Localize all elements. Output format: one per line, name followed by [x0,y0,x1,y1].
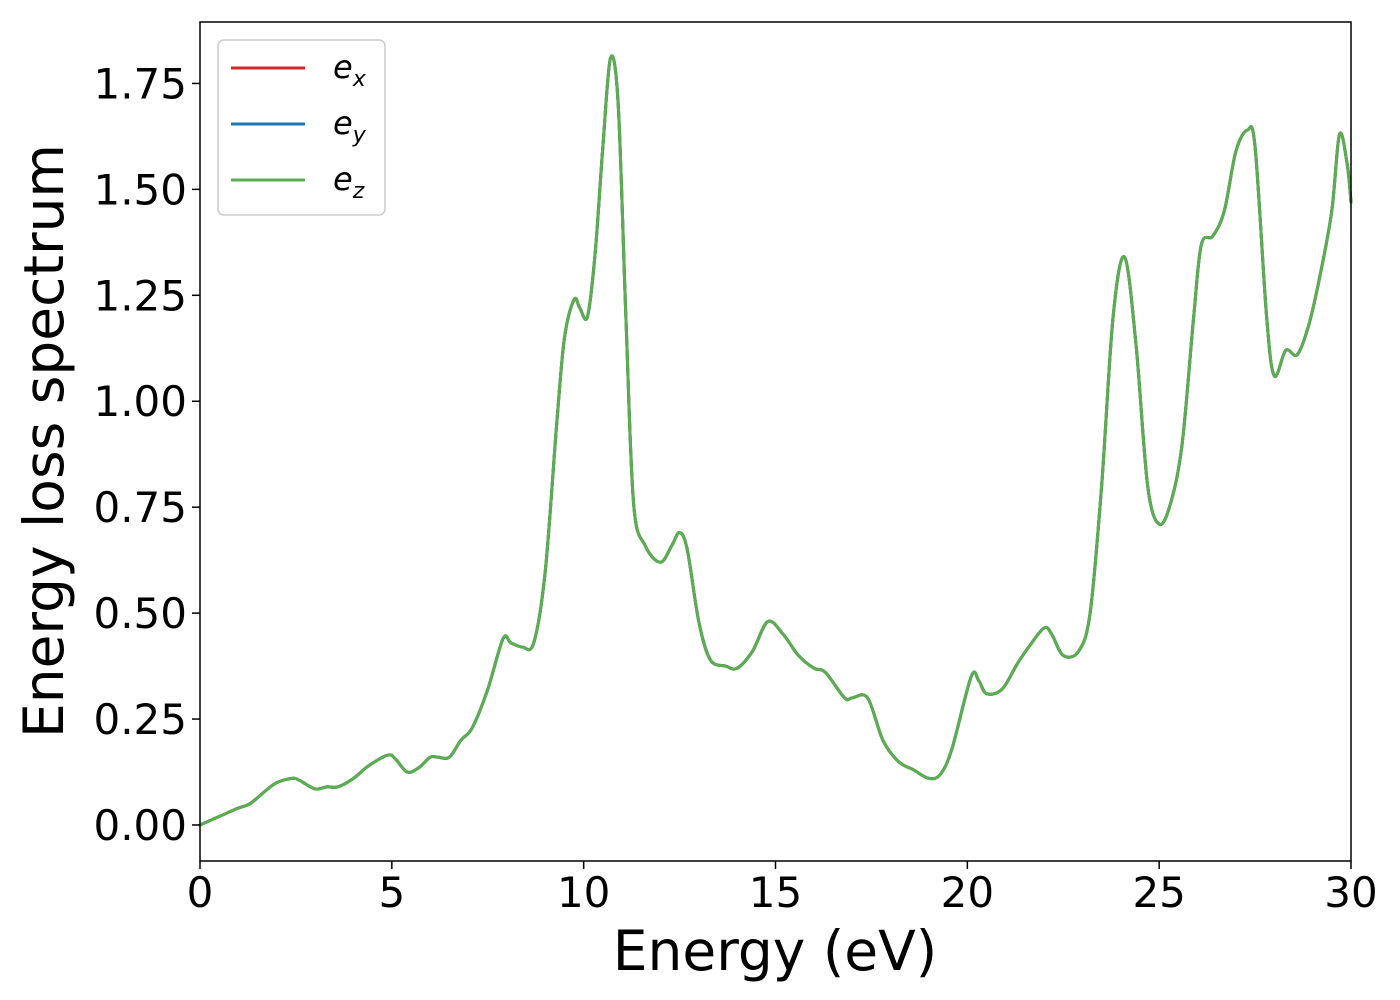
axes-layer: 0 5 10 15 20 25 30 0.00 0.25 0.50 0.75 1.00 1.25 1.50… [93,21,1378,917]
y-tick-label: 1.50 [93,165,187,214]
y-tick-label: 0.50 [93,589,187,638]
x-axis-title: Energy (eV) [613,919,937,983]
y-axis-title: Energy loss spectrum [12,144,76,738]
legend-label-e-x: ex [333,48,367,92]
series-layer [198,54,1353,827]
legend-box [217,39,386,216]
x-tick-label: 0 [187,868,214,917]
x-tick-label: 15 [749,868,802,917]
x-tick-label: 5 [378,868,405,917]
plot-area [200,22,1351,861]
x-tick-label: 25 [1132,868,1185,917]
y-tick-label: 1.75 [93,59,187,108]
x-tick-label: 20 [941,868,994,917]
legend-label-e-y: ey [333,104,367,148]
y-tick-label: 1.00 [93,377,187,426]
x-tick-label: 30 [1324,868,1377,917]
y-tick-label: 1.25 [93,271,187,320]
x-tick-label: 10 [557,868,610,917]
y-tick-label: 0.75 [93,483,187,532]
plot-background [200,22,1351,861]
legend: ex ey ez [217,39,386,216]
legend-label-e-z: ez [333,160,365,204]
y-tick-label: 0.25 [93,695,187,744]
y-tick-label: 0.00 [93,801,187,850]
series-line-e-z [198,54,1353,827]
